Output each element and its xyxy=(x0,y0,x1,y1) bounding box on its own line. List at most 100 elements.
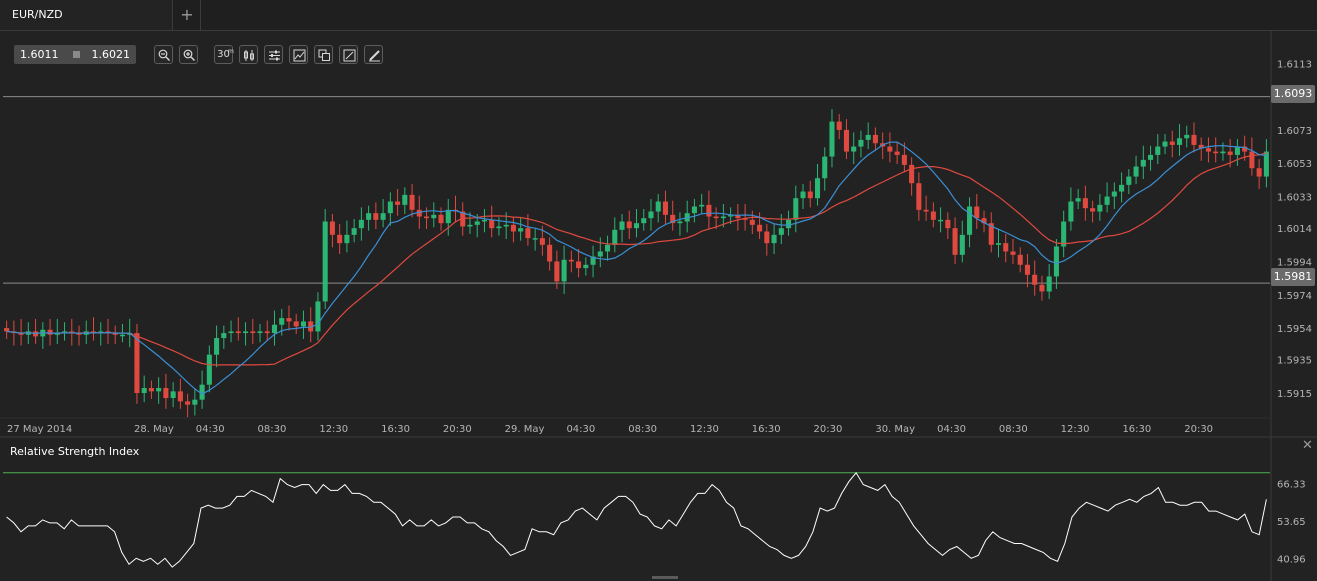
candle-body xyxy=(735,214,741,219)
candle-body xyxy=(206,354,212,385)
candle-body xyxy=(597,251,603,257)
candle-body xyxy=(373,213,379,220)
candle-body xyxy=(872,134,878,144)
upper-line-price-badge: 1.6093 xyxy=(1271,85,1315,103)
zoom-out-button[interactable] xyxy=(154,45,173,64)
candle-body xyxy=(778,228,784,235)
rsi-title: Relative Strength Index xyxy=(10,445,140,458)
candle-body xyxy=(952,228,958,255)
tab-eurnzd[interactable]: EUR/NZD xyxy=(0,0,173,30)
candle-body xyxy=(322,221,328,302)
tab-divider xyxy=(200,0,201,30)
candle-body xyxy=(1148,154,1154,160)
candle-body xyxy=(1003,243,1009,252)
draw-line-button[interactable] xyxy=(339,45,358,64)
ask-price: 1.6021 xyxy=(91,48,131,61)
candle-body xyxy=(1205,148,1211,152)
time-tick-label: 20:30 xyxy=(1184,424,1213,435)
candle-body xyxy=(438,214,444,224)
time-tick-label: 20:30 xyxy=(814,424,843,435)
ma-slow-line xyxy=(6,152,1267,366)
indicators-button[interactable] xyxy=(289,45,308,64)
pencil-button[interactable] xyxy=(364,45,383,64)
candle-body xyxy=(69,331,75,334)
candle-body xyxy=(525,228,531,239)
candle-body xyxy=(344,234,350,244)
candle-body xyxy=(235,331,241,334)
candle-body xyxy=(1046,276,1052,292)
candle-body xyxy=(315,301,321,332)
lower-line-price-badge: 1.5981 xyxy=(1271,268,1315,286)
price-tick-label: 1.6113 xyxy=(1277,59,1312,70)
candle-body xyxy=(264,331,270,334)
time-tick-label: 16:30 xyxy=(752,424,781,435)
timeframe-button[interactable]: 30 m xyxy=(214,45,234,64)
candle-body xyxy=(728,214,734,217)
price-chart[interactable]: 1.61131.60731.60531.60331.60141.59941.59… xyxy=(0,31,1317,581)
candle-body xyxy=(836,121,842,130)
rsi-line xyxy=(6,471,1267,568)
candle-body xyxy=(300,321,306,327)
candle-body xyxy=(677,221,683,224)
candle-body xyxy=(590,256,596,265)
candle-body xyxy=(271,324,278,334)
candle-body xyxy=(1155,146,1161,155)
candle-body xyxy=(112,333,118,335)
candle-body xyxy=(662,201,668,215)
candle-body xyxy=(366,213,372,220)
sliders-icon xyxy=(269,50,280,61)
zoom-out-icon xyxy=(158,49,170,61)
copy-icon xyxy=(318,49,330,61)
candle-body xyxy=(156,388,162,392)
time-tick-label: 12:30 xyxy=(690,424,719,435)
candle-body xyxy=(1191,134,1197,145)
candle-body xyxy=(923,209,929,212)
candle-body xyxy=(1213,151,1219,154)
candle-body xyxy=(561,259,567,282)
candle-body xyxy=(47,329,53,335)
candle-body xyxy=(496,226,502,229)
candle-body xyxy=(749,219,755,225)
time-tick-label: 12:30 xyxy=(319,424,348,435)
candle-body xyxy=(424,216,430,219)
panel-resize-handle xyxy=(652,576,678,579)
candle-body xyxy=(76,333,82,335)
settings-button[interactable] xyxy=(264,45,283,64)
candle-body xyxy=(1133,166,1139,177)
chart-type-button[interactable] xyxy=(239,45,258,64)
candle-body xyxy=(358,219,364,229)
candle-body xyxy=(547,244,553,262)
candle-body xyxy=(170,391,176,399)
add-tab-button[interactable]: + xyxy=(180,5,194,24)
candle-body xyxy=(185,401,191,405)
candle-body xyxy=(62,331,68,334)
candle-body xyxy=(445,209,451,224)
candle-body xyxy=(1242,146,1248,152)
candle-body xyxy=(192,399,198,405)
time-tick-label: 30. May xyxy=(875,424,915,435)
candle-body xyxy=(829,121,835,157)
candle-body xyxy=(467,224,473,227)
price-tick-label: 1.5915 xyxy=(1277,389,1312,400)
candle-body xyxy=(1227,151,1233,155)
candle-body xyxy=(1249,151,1255,169)
price-tick-label: 1.5935 xyxy=(1277,356,1312,367)
price-tick-label: 1.6014 xyxy=(1277,224,1312,235)
candle-body xyxy=(938,219,944,222)
compare-button[interactable] xyxy=(314,45,333,64)
candle-body xyxy=(764,231,770,244)
ma-fast-line xyxy=(6,141,1267,395)
price-tick-label: 1.5954 xyxy=(1277,324,1312,335)
candle-body xyxy=(909,164,915,184)
candle-body xyxy=(771,234,777,244)
candle-body xyxy=(822,156,828,179)
candle-body xyxy=(163,388,169,399)
zoom-in-button[interactable] xyxy=(179,45,198,64)
rsi-close-icon[interactable]: ✕ xyxy=(1302,438,1313,453)
candle-body xyxy=(858,139,864,147)
candle-body xyxy=(257,331,263,334)
candle-body xyxy=(134,333,140,394)
candle-body xyxy=(1053,246,1059,277)
candle-body xyxy=(481,219,487,222)
time-tick-label: 16:30 xyxy=(381,424,410,435)
